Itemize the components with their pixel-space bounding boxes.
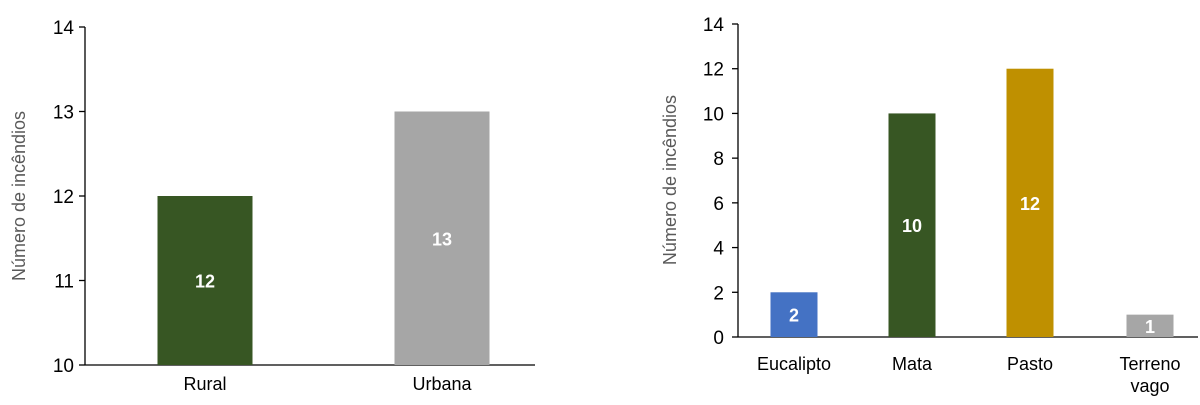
bar-urbana <box>394 111 490 365</box>
x-category-label: Terreno vago <box>1119 354 1180 396</box>
bar-pasto <box>1006 68 1054 337</box>
x-category-label: Mata <box>892 354 933 374</box>
x-category-label: Urbana <box>412 374 472 394</box>
y-tick-label: 0 <box>713 328 724 349</box>
data-label: 1 <box>1145 317 1155 337</box>
data-label: 10 <box>902 216 922 236</box>
bar-eucalipto <box>770 292 818 337</box>
y-axis-title: Número de incêndios <box>660 95 680 265</box>
data-label: 12 <box>195 272 215 292</box>
bar-rural <box>157 196 253 365</box>
chart-fire-count-by-land-cover: 0 2 4 6 8 10 12 14 Número de incêndios 2 Eucalipto… <box>660 15 1198 396</box>
x-category-label-line: Mata <box>892 354 933 374</box>
y-axis-title: Número de incêndios <box>9 111 29 281</box>
y-tick-label: 8 <box>713 149 724 170</box>
y-tick-label: 10 <box>703 104 724 125</box>
x-category-label: Rural <box>183 374 226 394</box>
x-category-label-line: Eucalipto <box>757 354 831 374</box>
x-category-label-line: Pasto <box>1007 354 1053 374</box>
y-tick-label: 10 <box>53 356 74 377</box>
y-tick-label: 14 <box>53 18 75 39</box>
bar-mata <box>888 113 936 337</box>
data-label: 2 <box>789 306 799 326</box>
x-category-label-line: vago <box>1130 376 1169 396</box>
y-tick-label: 4 <box>713 239 724 260</box>
chart-fire-count-by-zone: 10 11 12 13 14 Número de incêndios 12 Rural 13 Ur… <box>9 18 535 394</box>
x-category-label-line: Urbana <box>412 374 472 394</box>
y-tick-label: 2 <box>713 283 724 304</box>
x-category-label-line: Terreno <box>1119 354 1180 374</box>
data-label: 12 <box>1020 194 1040 214</box>
y-tick-label: 6 <box>713 194 724 215</box>
y-tick-label: 13 <box>53 103 74 124</box>
x-category-label: Eucalipto <box>757 354 831 374</box>
data-label: 13 <box>432 229 452 249</box>
x-category-label-line: Rural <box>183 374 226 394</box>
y-tick-label: 12 <box>53 187 74 208</box>
bar-terreno-vago <box>1126 314 1174 337</box>
y-tick-label: 11 <box>54 272 74 293</box>
x-category-label: Pasto <box>1007 354 1053 374</box>
y-tick-label: 12 <box>703 60 724 81</box>
y-tick-label: 14 <box>703 15 725 36</box>
